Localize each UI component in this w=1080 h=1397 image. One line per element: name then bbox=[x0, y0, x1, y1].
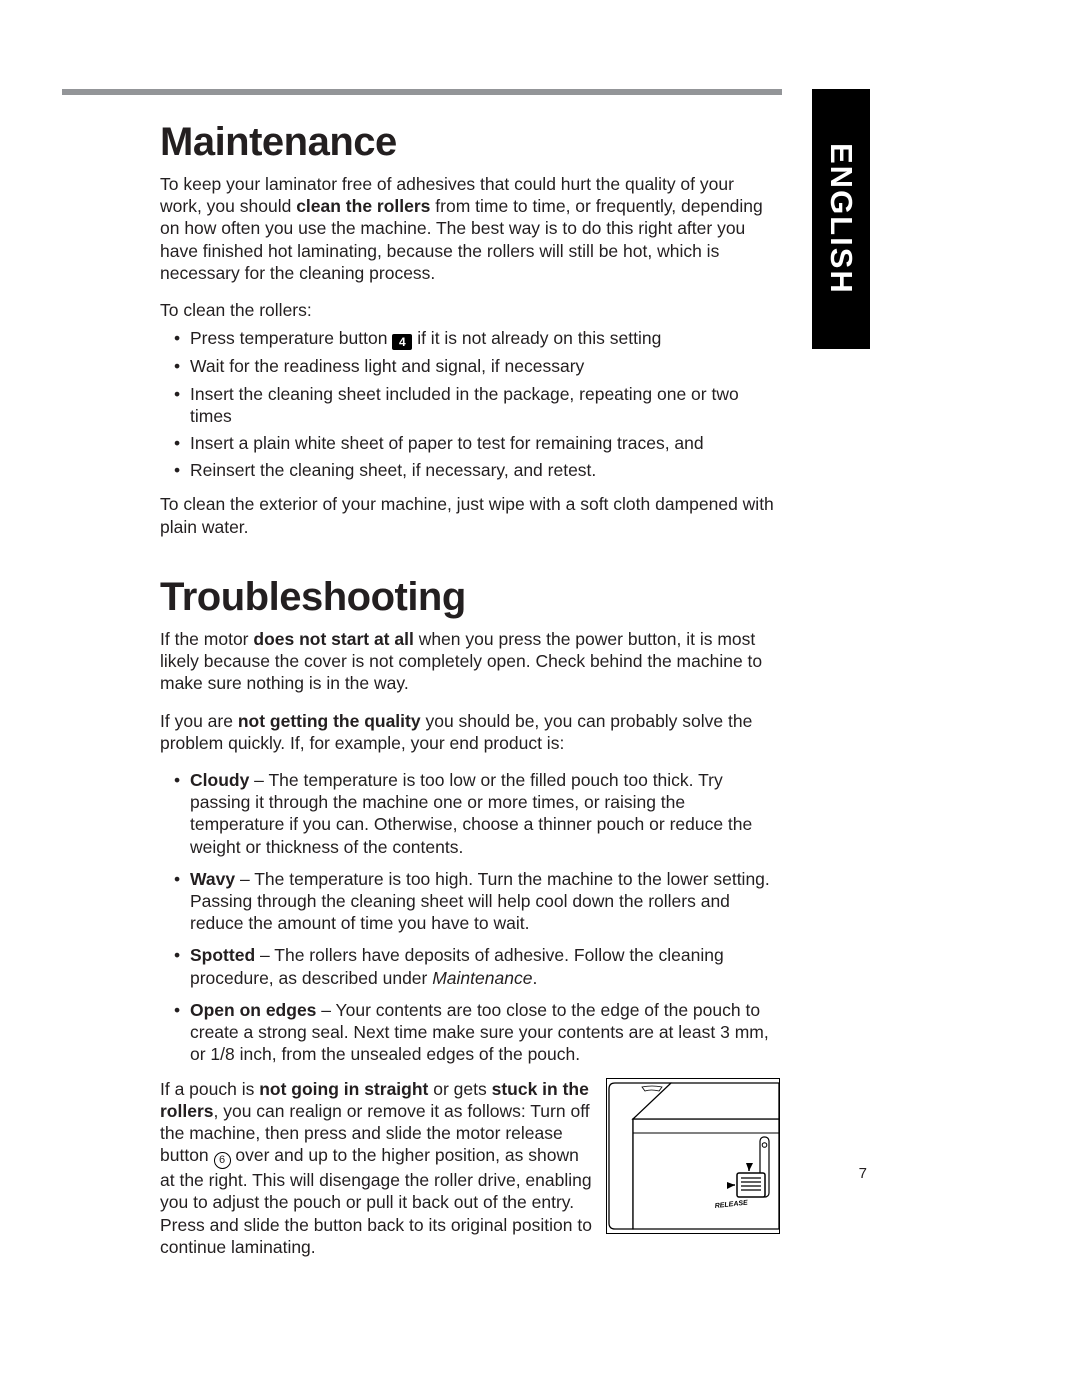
text-bold: does not start at all bbox=[253, 629, 413, 649]
text: if it is not already on this setting bbox=[412, 328, 661, 348]
text-bold: Wavy bbox=[190, 869, 235, 889]
temp-button-icon: 4 bbox=[392, 334, 412, 350]
text: or gets bbox=[428, 1079, 491, 1099]
quality-issues-list: Cloudy – The temperature is too low or t… bbox=[160, 769, 780, 1066]
text-bold: clean the rollers bbox=[296, 196, 430, 216]
page-number: 7 bbox=[859, 1165, 867, 1182]
list-item: Reinsert the cleaning sheet, if necessar… bbox=[160, 459, 780, 481]
text: If a pouch is bbox=[160, 1079, 259, 1099]
maintenance-heading: Maintenance bbox=[160, 120, 780, 165]
release-button-number-icon: 6 bbox=[214, 1152, 231, 1169]
text-italic: Maintenance bbox=[432, 968, 532, 988]
list-item: Insert a plain white sheet of paper to t… bbox=[160, 432, 780, 454]
list-item: Wavy – The temperature is too high. Turn… bbox=[160, 868, 780, 935]
text: Press temperature button bbox=[190, 328, 392, 348]
release-illustration: RELEASE bbox=[606, 1078, 780, 1234]
list-item: Wait for the readiness light and signal,… bbox=[160, 355, 780, 377]
clean-intro: To clean the rollers: bbox=[160, 299, 780, 321]
text: . bbox=[532, 968, 537, 988]
list-item: Press temperature button 4 if it is not … bbox=[160, 327, 780, 350]
text: – The temperature is too high. Turn the … bbox=[190, 869, 770, 933]
exterior-clean: To clean the exterior of your machine, j… bbox=[160, 493, 780, 537]
list-item: Insert the cleaning sheet included in th… bbox=[160, 383, 780, 427]
text: If you are bbox=[160, 711, 238, 731]
maintenance-intro: To keep your laminator free of adhesives… bbox=[160, 173, 780, 284]
text-bold: Cloudy bbox=[190, 770, 249, 790]
motor-paragraph: If the motor does not start at all when … bbox=[160, 628, 780, 695]
troubleshooting-heading: Troubleshooting bbox=[160, 575, 780, 620]
quality-paragraph: If you are not getting the quality you s… bbox=[160, 710, 780, 754]
text-bold: Open on edges bbox=[190, 1000, 316, 1020]
text: If the motor bbox=[160, 629, 253, 649]
top-divider bbox=[62, 89, 782, 95]
list-item: Open on edges – Your contents are too cl… bbox=[160, 999, 780, 1066]
clean-steps-list: Press temperature button 4 if it is not … bbox=[160, 327, 780, 481]
text-bold: not going in straight bbox=[259, 1079, 428, 1099]
list-item: Cloudy – The temperature is too low or t… bbox=[160, 769, 780, 858]
stuck-section: If a pouch is not going in straight or g… bbox=[160, 1078, 780, 1259]
text-bold: Spotted bbox=[190, 945, 255, 965]
laminator-release-icon: RELEASE bbox=[607, 1079, 780, 1234]
page-content: Maintenance To keep your laminator free … bbox=[160, 120, 780, 1258]
text-bold: not getting the quality bbox=[238, 711, 421, 731]
language-tab: ENGLISH bbox=[812, 89, 870, 349]
language-label: ENGLISH bbox=[823, 143, 859, 295]
stuck-paragraph: If a pouch is not going in straight or g… bbox=[160, 1078, 592, 1259]
text: – The temperature is too low or the fill… bbox=[190, 770, 752, 857]
list-item: Spotted – The rollers have deposits of a… bbox=[160, 944, 780, 988]
